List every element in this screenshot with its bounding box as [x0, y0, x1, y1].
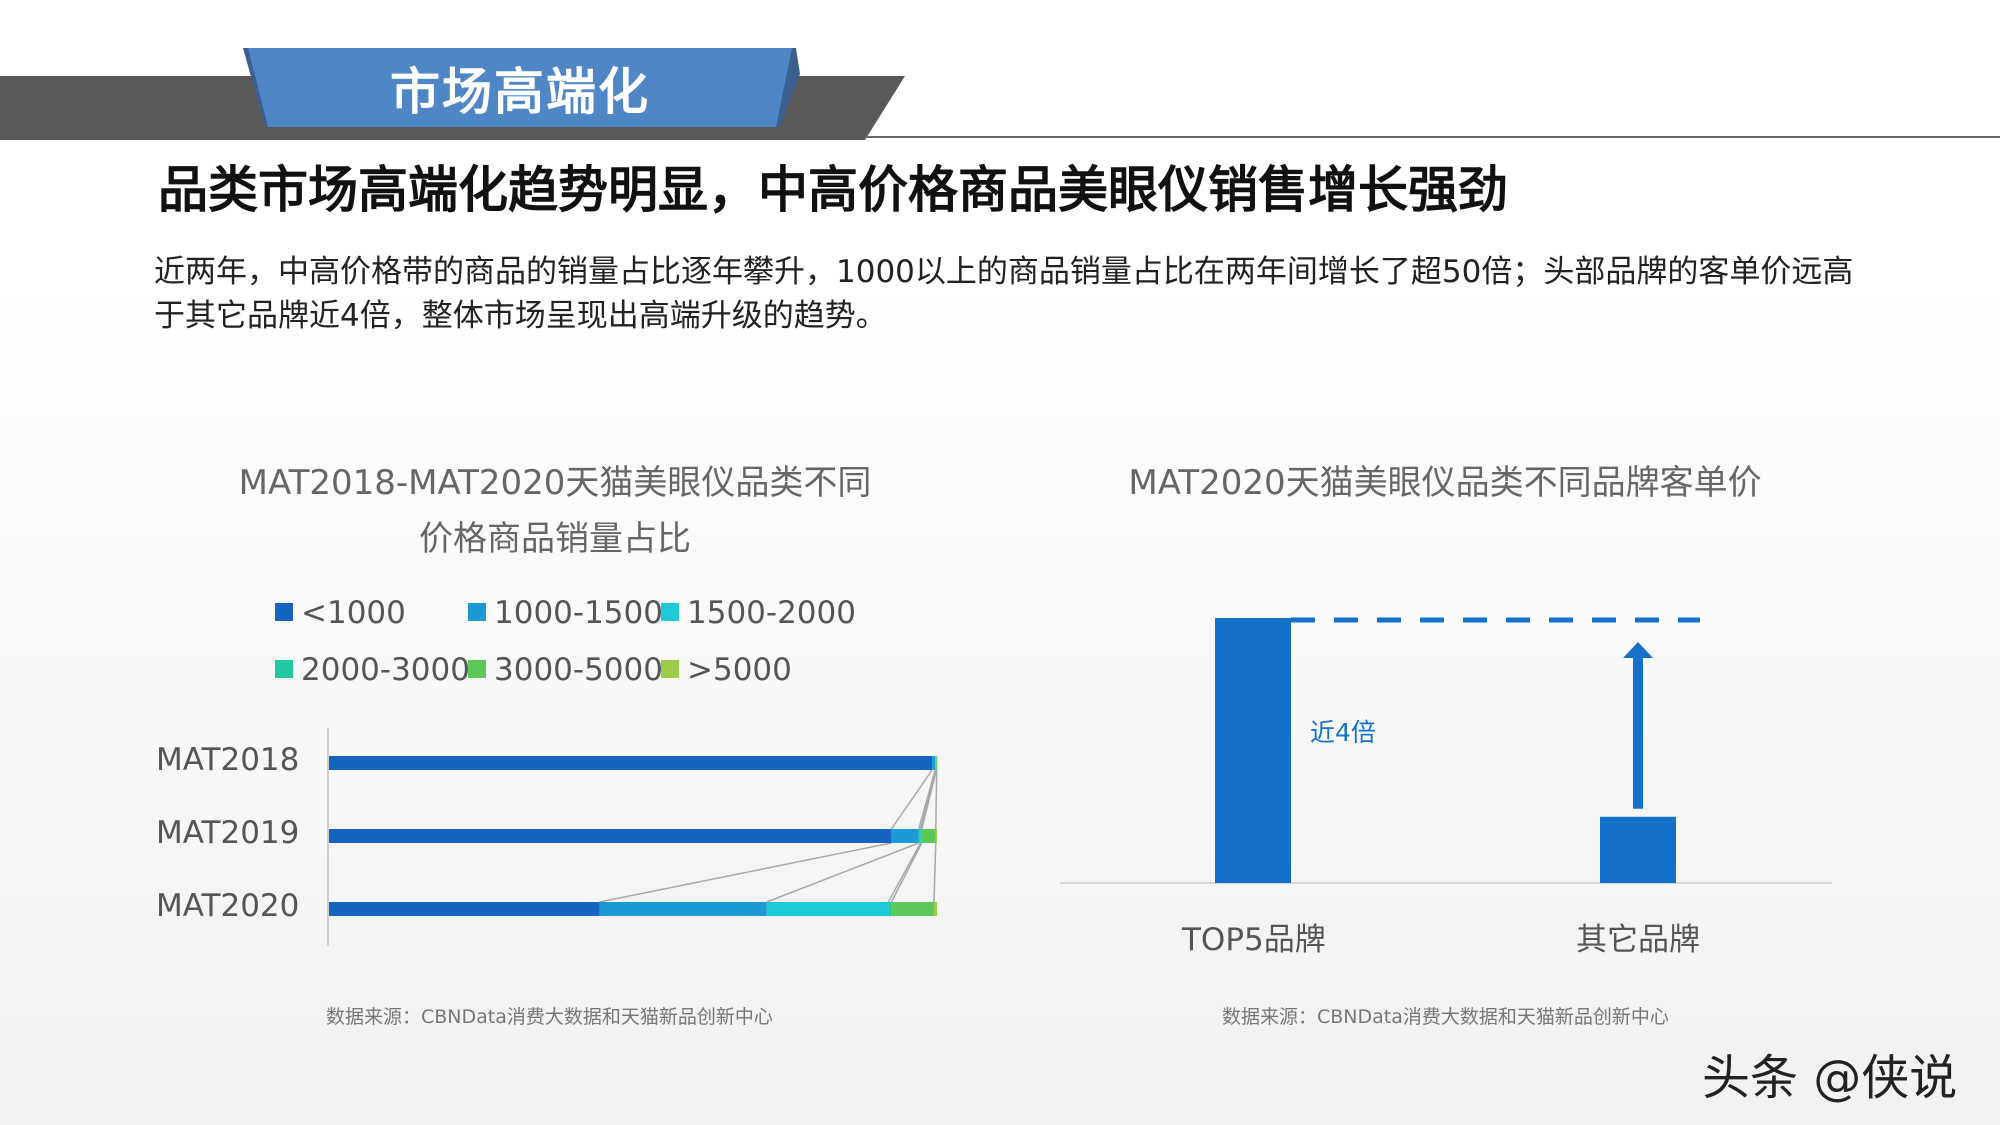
left-chart-source: 数据来源：CBNData消费大数据和天猫新品创新中心	[326, 1006, 773, 1028]
arrow-head	[1623, 642, 1653, 658]
bar-segment-mat2019-2	[918, 829, 921, 843]
right-chart-source: 数据来源：CBNData消费大数据和天猫新品创新中心	[1222, 1006, 1669, 1028]
legend-item-lt1000: <1000	[275, 595, 406, 631]
series-line-1-2	[766, 842, 920, 903]
legend-label: 1500-2000	[687, 595, 856, 631]
bar-segment-mat2018-5	[936, 756, 938, 770]
bar-segment-mat2018-4	[936, 756, 937, 770]
series-line-1-5	[933, 842, 937, 903]
bar-segment-mat2019-0	[329, 829, 892, 843]
legend-swatch	[275, 602, 293, 621]
left-chart-bars	[329, 756, 938, 916]
right-chart-bars	[1215, 618, 1676, 883]
legend-swatch	[468, 659, 486, 678]
right-chart-title: MAT2020天猫美眼仪品类不同品牌客单价	[1128, 463, 1762, 503]
series-line-1-1	[599, 842, 892, 903]
category-label-top5: TOP5品牌	[1182, 922, 1326, 958]
legend-item-1000-1500: 1000-1500	[468, 595, 663, 631]
legend-item-3000-5000: 3000-5000	[468, 652, 663, 688]
legend-item-1500-2000: 1500-2000	[661, 595, 856, 631]
section-title: 市场高端化	[390, 63, 650, 121]
watermark-logo: 头条 @侠说	[1702, 1050, 1958, 1106]
series-line-1-4	[890, 842, 923, 903]
bar-segment-mat2018-3	[935, 756, 937, 770]
bar-segment-mat2019-3	[920, 829, 922, 843]
bar-segment-mat2019-1	[891, 829, 919, 843]
bar-segment-mat2020-1	[599, 902, 767, 916]
bar-segment-mat2020-5	[933, 902, 937, 916]
bar-segment-mat2020-4	[891, 902, 934, 916]
series-connector-lines	[599, 769, 938, 903]
legend-label: 2000-3000	[301, 652, 470, 688]
arrow-shaft	[1633, 655, 1643, 809]
bar-segment-mat2019-4	[921, 829, 936, 843]
bar-segment-mat2020-0	[329, 902, 600, 916]
header-tab	[248, 48, 792, 127]
legend-swatch	[275, 659, 293, 678]
category-label-mat2020: MAT2020	[156, 888, 300, 924]
legend-label: <1000	[301, 595, 406, 631]
left-chart-title-line-1: MAT2018-MAT2020天猫美眼仪品类不同	[238, 463, 872, 503]
page-headline: 品类市场高端化趋势明显，中高价格商品美眼仪销售增长强劲	[158, 161, 1508, 219]
bar-others	[1600, 816, 1676, 883]
series-line-0-5	[935, 769, 938, 830]
legend-label: 3000-5000	[494, 652, 663, 688]
series-line-1-3	[887, 842, 922, 903]
bar-segment-mat2020-2	[766, 902, 889, 916]
ratio-annotation: 近4倍	[1310, 718, 1376, 747]
header-banner	[0, 48, 2000, 140]
increase-arrow-icon	[1623, 642, 1653, 809]
bar-top5	[1215, 618, 1291, 883]
legend-item-gt5000: >5000	[661, 652, 792, 688]
legend-label: 1000-1500	[494, 595, 663, 631]
left-chart-title-line-2: 价格商品销量占比	[419, 519, 691, 559]
legend-swatch	[661, 602, 679, 621]
bar-segment-mat2020-3	[888, 902, 892, 916]
legend-item-2000-3000: 2000-3000	[275, 652, 470, 688]
bar-segment-mat2018-0	[329, 756, 933, 770]
category-label-mat2018: MAT2018	[156, 742, 300, 778]
legend-label: >5000	[687, 652, 792, 688]
left-chart-title: MAT2018-MAT2020天猫美眼仪品类不同 价格商品销量占比	[190, 455, 920, 567]
legend-swatch	[468, 602, 486, 621]
bar-segment-mat2018-1	[932, 756, 936, 770]
bar-segment-mat2018-2	[935, 756, 936, 770]
legend-swatch	[661, 659, 679, 678]
category-label-mat2019: MAT2019	[156, 815, 300, 851]
series-line-0-2	[918, 769, 936, 830]
page-description: 近两年，中高价格带的商品的销量占比逐年攀升，1000以上的商品销量占比在两年间增…	[154, 254, 1854, 334]
bar-segment-mat2019-5	[935, 829, 937, 843]
series-line-0-1	[890, 769, 933, 830]
category-label-others: 其它品牌	[1576, 922, 1700, 958]
series-line-0-4	[921, 769, 938, 830]
